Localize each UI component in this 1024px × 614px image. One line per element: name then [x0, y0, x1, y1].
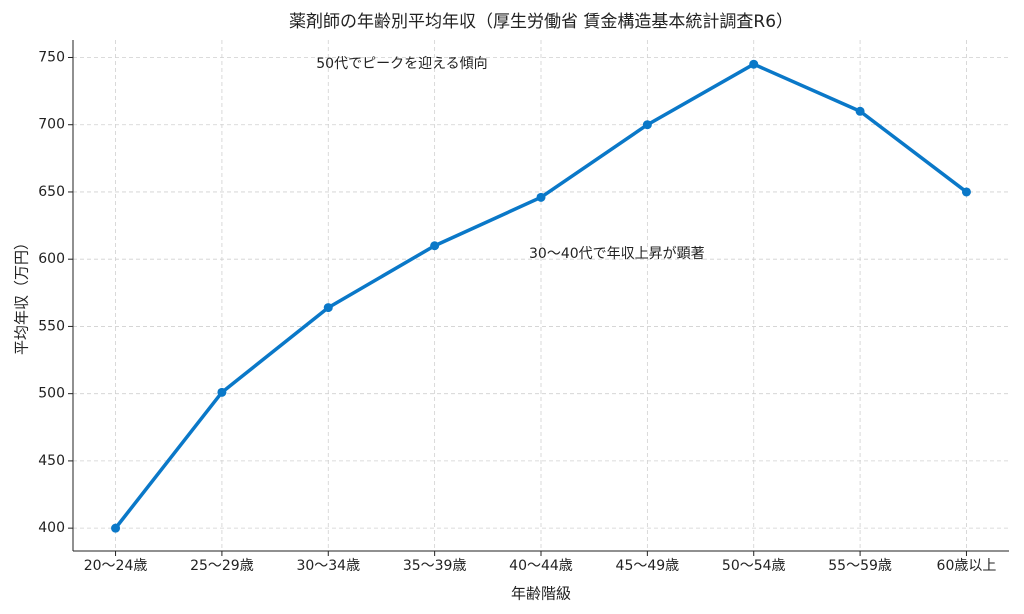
- y-tick-label: 400: [38, 520, 65, 536]
- x-tick-label: 20〜24歳: [84, 558, 148, 574]
- x-tick-label: 55〜59歳: [828, 558, 892, 574]
- data-point: [111, 523, 121, 533]
- x-tick-label: 50〜54歳: [722, 558, 786, 574]
- y-tick-label: 600: [38, 251, 65, 267]
- data-point: [536, 192, 546, 202]
- x-tick-label: 30〜34歳: [296, 558, 360, 574]
- y-tick-label: 700: [38, 117, 65, 133]
- data-point: [430, 241, 440, 251]
- x-tick-label: 60歳以上: [937, 558, 997, 574]
- data-point: [323, 303, 333, 313]
- data-point: [855, 106, 865, 116]
- data-point: [642, 120, 652, 130]
- data-point: [961, 187, 971, 197]
- annotation: 30〜40代で年収上昇が顕著: [529, 246, 705, 262]
- y-tick-label: 450: [38, 453, 65, 469]
- y-tick-label: 500: [38, 386, 65, 402]
- x-tick-label: 25〜29歳: [190, 558, 254, 574]
- x-tick-label: 35〜39歳: [403, 558, 467, 574]
- y-tick-label: 750: [38, 49, 65, 65]
- x-axis-label: 年齢階級: [511, 585, 571, 603]
- y-tick-label: 650: [38, 184, 65, 200]
- x-tick-label: 40〜44歳: [509, 558, 573, 574]
- data-point: [749, 59, 759, 69]
- annotation: 50代でピークを迎える傾向: [316, 56, 487, 72]
- chart-title: 薬剤師の年齢別平均年収（厚生労働省 賃金構造基本統計調査R6）: [289, 12, 793, 32]
- x-tick-label: 45〜49歳: [616, 558, 680, 574]
- y-tick-label: 550: [38, 318, 65, 334]
- data-point: [217, 387, 227, 397]
- y-axis-label: 平均年収（万円）: [13, 235, 31, 355]
